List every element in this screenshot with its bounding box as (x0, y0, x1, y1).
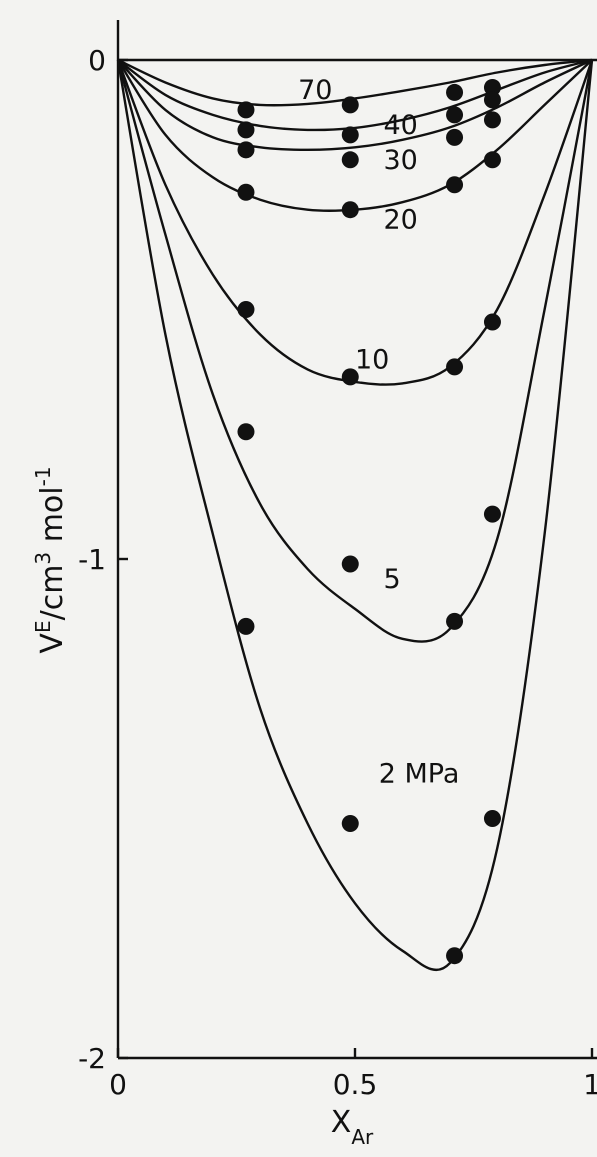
x-axis-title: XAr (331, 1105, 374, 1149)
data-point-2-mpa-4 (483, 809, 501, 827)
data-point-40-1 (237, 121, 255, 139)
y-axis-title: VE/cm3 mol-1 (31, 466, 70, 653)
data-point-5-1 (237, 423, 255, 441)
data-point-30-1 (237, 141, 255, 159)
data-point-30-2 (341, 151, 359, 169)
x-axis-title-main: X (331, 1105, 352, 1140)
y-tick-label-1: -1 (78, 543, 106, 576)
data-point-40-4 (483, 91, 501, 109)
data-point-40-3 (446, 106, 464, 124)
series-label-2-mpa: 2 MPa (379, 759, 460, 790)
data-point-5-2 (341, 555, 359, 573)
series-label-40: 40 (383, 110, 417, 141)
data-point-2-mpa-1 (237, 617, 255, 635)
series-curves (116, 58, 594, 971)
data-point-20-3 (446, 176, 464, 194)
series-label-20: 20 (383, 205, 417, 236)
y-tick-label-2: -2 (78, 1042, 106, 1075)
plot-frame (116, 20, 597, 1060)
y-tick-label-0: 0 (88, 44, 106, 77)
data-point-10-4 (483, 313, 501, 331)
y-axis-title-unit-post: mol (35, 486, 70, 551)
data-point-30-4 (483, 111, 501, 129)
data-point-5-3 (446, 612, 464, 630)
x-tick-label-0: 0 (109, 1068, 127, 1101)
y-axis-title-main: V (35, 633, 70, 654)
series-label-70: 70 (298, 75, 332, 106)
series-points (237, 78, 501, 965)
x-tick-label-0-5: 0.5 (333, 1068, 378, 1101)
data-point-70-2 (341, 96, 359, 114)
data-point-40-2 (341, 126, 359, 144)
x-axis-title-sub: Ar (351, 1125, 374, 1149)
data-point-10-1 (237, 301, 255, 318)
x-tick-label-1: 1 (583, 1068, 597, 1101)
series-label-10: 10 (355, 344, 389, 375)
data-point-70-1 (237, 101, 255, 119)
series-line-5 (116, 59, 594, 643)
data-point-5-4 (483, 505, 501, 523)
data-point-20-2 (341, 201, 359, 219)
data-point-30-3 (446, 128, 464, 146)
data-point-2-mpa-2 (341, 814, 359, 832)
y-axis-title-unit-sup: 3 (31, 552, 55, 565)
series-labels: 70 40 30 20 10 5 2 MPa (298, 75, 459, 790)
series-label-5: 5 (383, 564, 400, 595)
series-line-30 (117, 58, 593, 152)
y-axis-title-unit: /cm (35, 565, 70, 621)
y-axis-title-unit-sup2: -1 (31, 466, 55, 486)
series-line-2-mpa (116, 59, 594, 971)
data-point-10-3 (446, 358, 464, 376)
data-point-2-mpa-3 (446, 947, 464, 965)
data-point-70-4 (483, 78, 501, 96)
y-axis-title-sup: E (31, 620, 55, 633)
data-point-20-1 (237, 183, 255, 201)
data-point-70-3 (446, 83, 464, 101)
series-label-30: 30 (383, 145, 417, 176)
data-point-20-4 (483, 151, 501, 169)
data-point-10-2 (341, 368, 359, 386)
